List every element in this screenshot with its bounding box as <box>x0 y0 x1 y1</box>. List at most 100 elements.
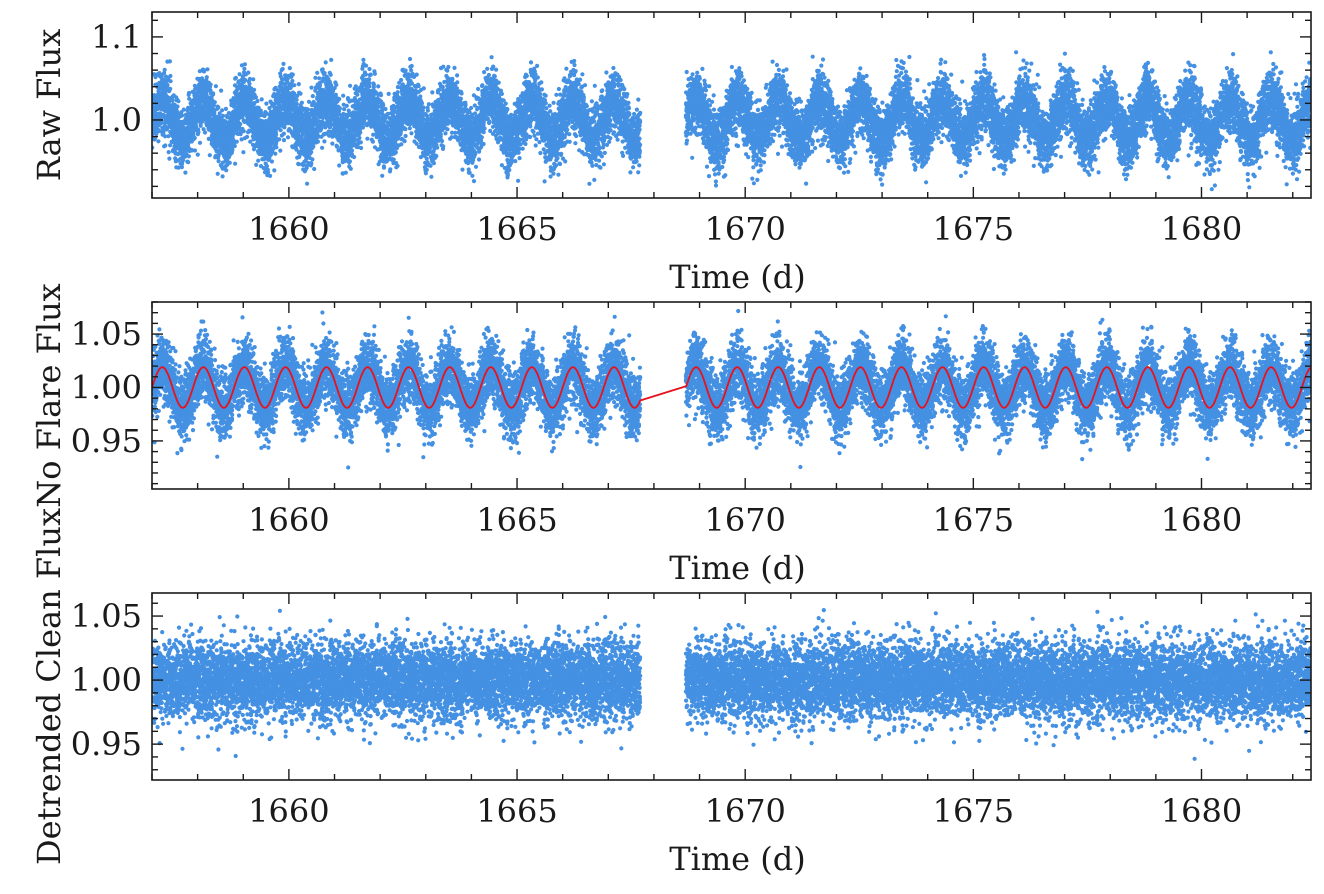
data-point <box>287 66 292 71</box>
data-point <box>322 71 327 76</box>
data-point <box>255 98 260 104</box>
data-point <box>166 134 171 139</box>
data-point <box>320 67 325 72</box>
data-point <box>274 132 279 137</box>
data-point <box>216 105 221 110</box>
data-point <box>419 101 425 106</box>
data-point <box>299 100 304 105</box>
data-point <box>348 83 353 88</box>
data-point <box>445 127 450 132</box>
data-point <box>409 63 414 69</box>
data-point <box>168 86 173 91</box>
data-point <box>265 170 271 175</box>
data-point <box>376 84 381 89</box>
data-point <box>407 56 413 62</box>
data-point <box>220 174 225 179</box>
data-point <box>216 159 221 164</box>
data-point <box>159 74 164 79</box>
data-point <box>459 91 464 96</box>
data-point <box>162 67 167 72</box>
data-point <box>446 64 451 70</box>
data-point <box>455 80 460 85</box>
data-point <box>455 73 460 78</box>
data-point <box>310 94 315 99</box>
data-point <box>337 106 342 111</box>
data-point <box>165 83 170 88</box>
data-point <box>450 76 455 81</box>
data-point <box>341 93 346 98</box>
data-point <box>425 108 430 113</box>
data-point <box>186 90 192 96</box>
data-point <box>269 159 274 164</box>
data-point <box>290 78 295 84</box>
data-point <box>317 83 323 88</box>
data-point <box>347 159 352 164</box>
data-point <box>395 90 400 95</box>
data-point <box>315 70 320 75</box>
data-point <box>186 160 191 165</box>
data-point <box>246 70 251 75</box>
data-point <box>358 130 363 135</box>
data-point <box>294 101 299 106</box>
data-point <box>403 133 408 139</box>
data-point <box>381 103 386 108</box>
data-point <box>167 156 172 161</box>
data-point <box>264 164 269 169</box>
data-point <box>395 163 400 168</box>
data-point <box>445 68 450 73</box>
data-point <box>311 144 316 149</box>
data-point <box>334 82 339 87</box>
data-point <box>309 85 314 90</box>
data-point <box>313 75 318 80</box>
data-point <box>285 135 291 140</box>
data-point <box>434 153 439 159</box>
data-point <box>181 107 186 112</box>
data-point <box>241 129 246 134</box>
data-point <box>238 122 243 127</box>
data-point <box>220 113 226 118</box>
data-point <box>403 68 408 73</box>
data-point <box>234 139 239 144</box>
data-point <box>294 97 299 102</box>
data-point <box>162 70 167 76</box>
data-point <box>211 91 216 96</box>
data-point <box>430 90 435 95</box>
data-point <box>168 73 173 79</box>
data-point <box>365 136 370 141</box>
data-point <box>290 72 295 77</box>
data-point <box>230 148 235 153</box>
data-point <box>312 166 317 172</box>
data-point <box>372 71 377 76</box>
data-point <box>443 131 448 136</box>
data-point <box>343 170 348 175</box>
data-point <box>391 157 396 162</box>
data-point <box>192 148 198 153</box>
data-point <box>163 143 168 148</box>
data-point <box>281 61 286 66</box>
data-point <box>212 100 217 105</box>
data-point <box>241 150 246 155</box>
data-point <box>296 82 301 87</box>
data-point <box>441 144 446 149</box>
data-point <box>168 143 173 148</box>
data-point <box>320 145 325 150</box>
data-point <box>204 75 209 80</box>
data-point <box>378 93 384 98</box>
data-point <box>380 173 385 178</box>
data-point <box>428 163 433 168</box>
data-point <box>166 150 171 155</box>
data-point <box>167 59 172 64</box>
data-point <box>363 72 368 77</box>
data-point <box>274 145 279 150</box>
data-point <box>176 165 181 170</box>
data-point <box>256 158 261 163</box>
data-point <box>399 142 404 147</box>
data-point <box>367 66 372 72</box>
data-point <box>268 173 273 178</box>
data-point <box>309 161 314 166</box>
data-point <box>213 84 218 89</box>
data-point <box>421 86 426 91</box>
data-point <box>195 152 200 157</box>
data-point <box>348 166 353 171</box>
